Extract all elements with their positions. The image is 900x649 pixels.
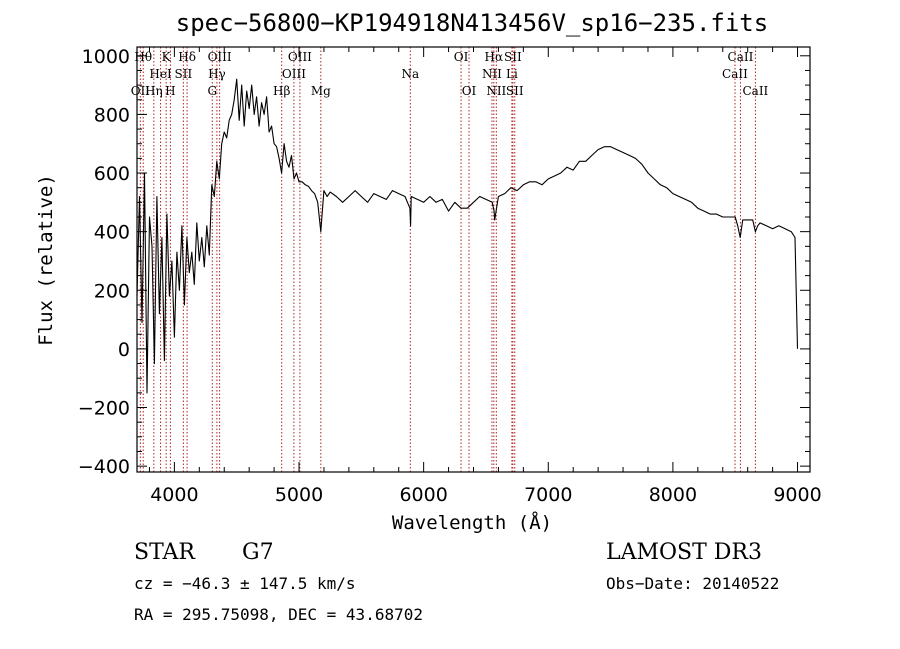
spectral-line-label: SII <box>506 84 524 98</box>
spectral-line-label: SII <box>175 67 193 81</box>
spectral-line-label: CaII <box>742 84 768 98</box>
y-tick-label: 400 <box>94 222 130 244</box>
spectral-line-label: OIII <box>208 50 232 64</box>
spectral-line-label: K <box>162 50 172 64</box>
spectral-line-markers <box>139 47 756 472</box>
spectral-line-label: G <box>207 84 217 98</box>
plot-frame <box>136 46 811 473</box>
spectral-line-label: Hθ <box>134 50 152 64</box>
spectral-line-label: Hβ <box>273 84 290 98</box>
observation-date: Obs−Date: 20140522 <box>606 574 779 593</box>
spectral-line-label: NII <box>482 67 502 81</box>
ra-dec-coordinates: RA = 295.75098, DEC = 43.68702 <box>134 605 423 624</box>
spectral-line-label: CaII <box>722 67 748 81</box>
spectral-line-label: SII <box>504 50 522 64</box>
spectral-line-label: Hη <box>145 84 163 98</box>
spectral-line-label: HeI <box>149 67 172 81</box>
x-tick-label: 4000 <box>150 484 198 506</box>
spectral-line-label: Li <box>506 67 518 81</box>
y-tick-label: 800 <box>94 104 130 126</box>
spectral-line-label: Hγ <box>208 67 226 81</box>
spectral-line-label: H <box>165 84 175 98</box>
chart-title: spec−56800−KP194918N413456V_sp16−235.fit… <box>176 9 768 37</box>
spectral-line-label: OII <box>131 84 151 98</box>
y-axis-label: Flux (relative) <box>35 174 57 346</box>
y-tick-label: 200 <box>94 280 130 302</box>
y-tick-label: 1000 <box>82 46 130 68</box>
spectral-line-label: CaII <box>728 50 754 64</box>
spectral-line-label: NII <box>486 84 506 98</box>
y-tick-label: −400 <box>78 456 130 478</box>
object-subclass: G7 <box>242 540 274 565</box>
spectral-line-label: Mg <box>311 84 331 98</box>
y-tick-label: −200 <box>78 398 130 420</box>
y-tick-label: 600 <box>94 163 130 185</box>
x-tick-label: 9000 <box>773 484 821 506</box>
survey-name: LAMOST DR3 <box>606 540 762 565</box>
x-tick-label: 6000 <box>399 484 447 506</box>
x-tick-label: 8000 <box>649 484 697 506</box>
x-tick-label: 5000 <box>275 484 323 506</box>
info-block: STAR G7 cz = −46.3 ± 147.5 km/s RA = 295… <box>134 540 779 624</box>
spectral-line-label: OIII <box>288 50 312 64</box>
y-axis-ticks: −400 −200 0 200 400 600 800 1000 <box>78 46 810 478</box>
spectrum-series-line <box>136 78 799 394</box>
x-axis-label: Wavelength (Å) <box>392 511 552 534</box>
object-class: STAR <box>134 540 196 565</box>
spectral-line-label: Hδ <box>178 50 196 64</box>
spectral-line-label: Hα <box>485 50 504 64</box>
x-tick-label: 7000 <box>524 484 572 506</box>
x-axis-ticks: 4000 5000 6000 7000 8000 9000 <box>148 47 822 506</box>
spectral-line-label: OI <box>454 50 469 64</box>
spectral-line-label: OIII <box>282 67 306 81</box>
redshift-cz: cz = −46.3 ± 147.5 km/s <box>134 574 356 593</box>
spectral-line-label: OI <box>462 84 477 98</box>
y-tick-label: 0 <box>118 339 130 361</box>
spectral-line-label: Na <box>401 67 419 81</box>
